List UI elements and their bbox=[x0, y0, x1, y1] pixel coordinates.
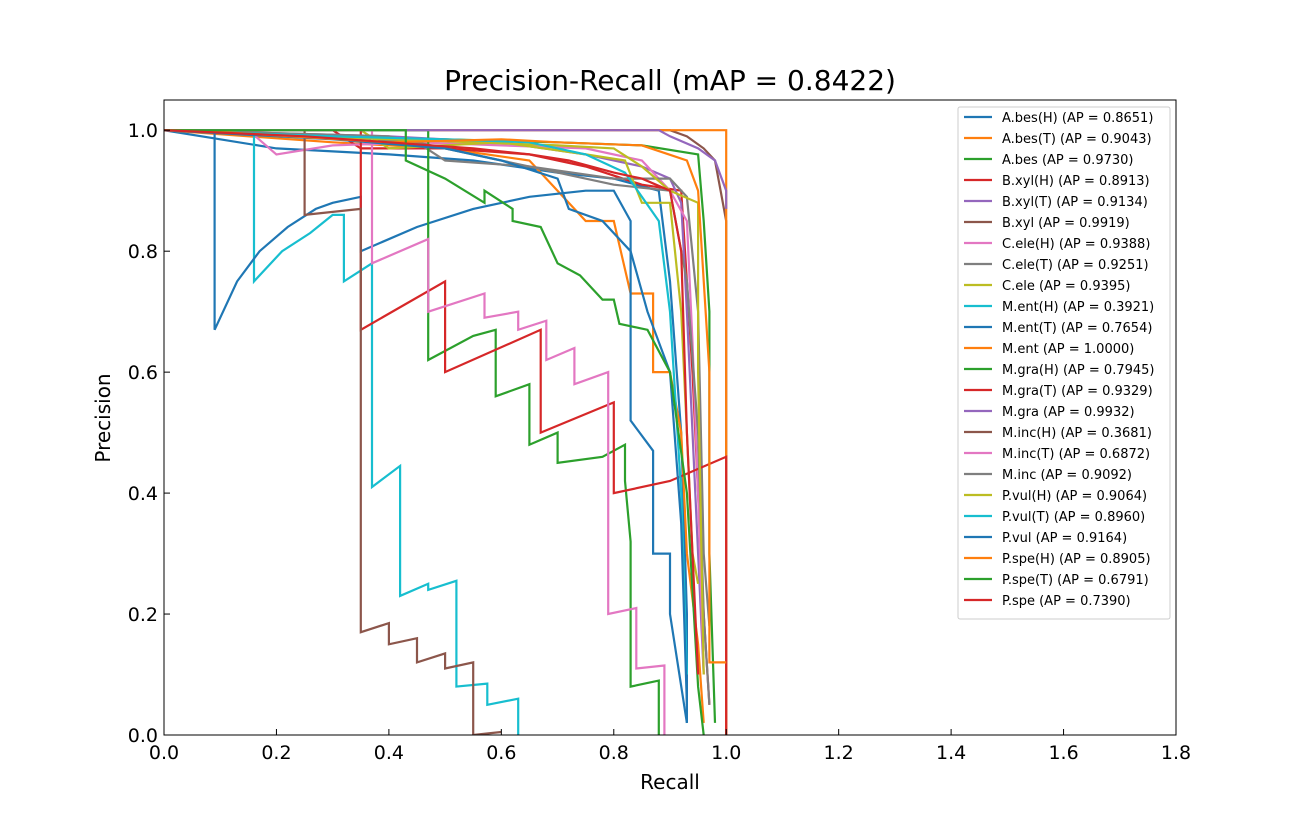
legend-entry: M.ent(T) (AP = 0.7654) bbox=[1002, 321, 1152, 336]
x-tick-label: 1.4 bbox=[936, 742, 966, 764]
legend-entry: P.spe (AP = 0.7390) bbox=[1002, 594, 1131, 609]
legend-entry: M.inc(H) (AP = 0.3681) bbox=[1002, 426, 1152, 441]
legend-entry: B.xyl (AP = 0.9919) bbox=[1002, 216, 1130, 231]
legend-entry: P.spe(H) (AP = 0.8905) bbox=[1002, 552, 1151, 567]
series-line-6 bbox=[164, 129, 705, 675]
x-tick-label: 0.0 bbox=[149, 742, 179, 764]
legend-entry: P.spe(T) (AP = 0.6791) bbox=[1002, 573, 1149, 588]
series-line-15 bbox=[164, 129, 502, 735]
series-line-19 bbox=[164, 129, 688, 675]
legend-entry: M.ent (AP = 1.0000) bbox=[1002, 342, 1134, 357]
legend-box bbox=[957, 106, 1171, 620]
series-line-16 bbox=[164, 129, 666, 735]
legend-entry: A.bes(H) (AP = 0.8651) bbox=[1002, 111, 1153, 126]
series-line-14 bbox=[164, 129, 728, 209]
x-tick-label: 1.6 bbox=[1048, 742, 1078, 764]
legend-entry: C.ele(H) (AP = 0.9388) bbox=[1002, 237, 1150, 252]
legend-entry: B.xyl(T) (AP = 0.9134) bbox=[1002, 195, 1148, 210]
legend-entry: M.ent(H) (AP = 0.3921) bbox=[1002, 300, 1154, 315]
y-tick-label: 0.2 bbox=[128, 604, 158, 626]
x-tick-label: 1.8 bbox=[1161, 742, 1191, 764]
chart-title: Precision-Recall (mAP = 0.8422) bbox=[444, 64, 896, 97]
legend-entry: M.gra (AP = 0.9932) bbox=[1002, 405, 1135, 420]
axes-frame bbox=[163, 99, 1177, 736]
x-tick-label: 0.6 bbox=[486, 742, 516, 764]
x-tick-label: 0.4 bbox=[374, 742, 404, 764]
x-tick-label: 0.8 bbox=[599, 742, 629, 764]
series-line-12 bbox=[164, 129, 660, 735]
series-line-7 bbox=[164, 129, 711, 627]
series-line-5 bbox=[164, 129, 728, 735]
y-axis-title: Precision bbox=[91, 373, 115, 462]
series-line-22 bbox=[164, 129, 705, 735]
series-line-21 bbox=[164, 129, 727, 664]
legend-entry: P.vul(T) (AP = 0.8960) bbox=[1002, 510, 1145, 525]
legend-entry: M.gra(T) (AP = 0.9329) bbox=[1002, 384, 1153, 399]
series-line-11 bbox=[164, 129, 728, 735]
series-line-13 bbox=[164, 129, 728, 735]
series-line-20 bbox=[164, 129, 688, 705]
x-axis-title: Recall bbox=[640, 770, 700, 794]
x-tick-label: 0.2 bbox=[261, 742, 291, 764]
legend-entry: B.xyl(H) (AP = 0.8913) bbox=[1002, 174, 1150, 189]
series-line-18 bbox=[164, 129, 705, 675]
series-line-4 bbox=[164, 129, 705, 675]
legend-entry: M.gra(H) (AP = 0.7945) bbox=[1002, 363, 1154, 378]
y-tick-label: 1.0 bbox=[128, 120, 158, 142]
legend-entry: P.vul(H) (AP = 0.9064) bbox=[1002, 489, 1147, 504]
y-tick-label: 0.0 bbox=[128, 725, 158, 747]
legend-entry: M.inc(T) (AP = 0.6872) bbox=[1002, 447, 1150, 462]
y-tick-label: 0.8 bbox=[128, 241, 158, 263]
series-line-23 bbox=[164, 129, 700, 675]
legend-entry: A.bes (AP = 0.9730) bbox=[1002, 153, 1133, 168]
plot-area bbox=[164, 129, 728, 735]
legend-entry: M.inc (AP = 0.9092) bbox=[1002, 468, 1132, 483]
legend: A.bes(H) (AP = 0.8651) A.bes(T) (AP = 0.9… bbox=[957, 106, 1171, 620]
series-line-1 bbox=[164, 129, 705, 723]
x-tick-label: 1.2 bbox=[824, 742, 854, 764]
legend-entry: A.bes(T) (AP = 0.9043) bbox=[1002, 132, 1152, 147]
axes: 0.0 0.2 0.4 0.6 0.8 1.0 1.2 1.4 1.6 1.8 0.0 0.2 0.4 0… bbox=[128, 99, 1191, 764]
legend-entry: C.ele (AP = 0.9395) bbox=[1002, 279, 1130, 294]
y-tick-label: 0.6 bbox=[128, 362, 158, 384]
legend-entry: C.ele(T) (AP = 0.9251) bbox=[1002, 258, 1149, 273]
legend-entry: P.vul (AP = 0.9164) bbox=[1002, 531, 1127, 546]
x-tick-label: 1.0 bbox=[711, 742, 741, 764]
series-line-9 bbox=[164, 129, 520, 735]
y-tick-label: 0.4 bbox=[128, 483, 158, 505]
